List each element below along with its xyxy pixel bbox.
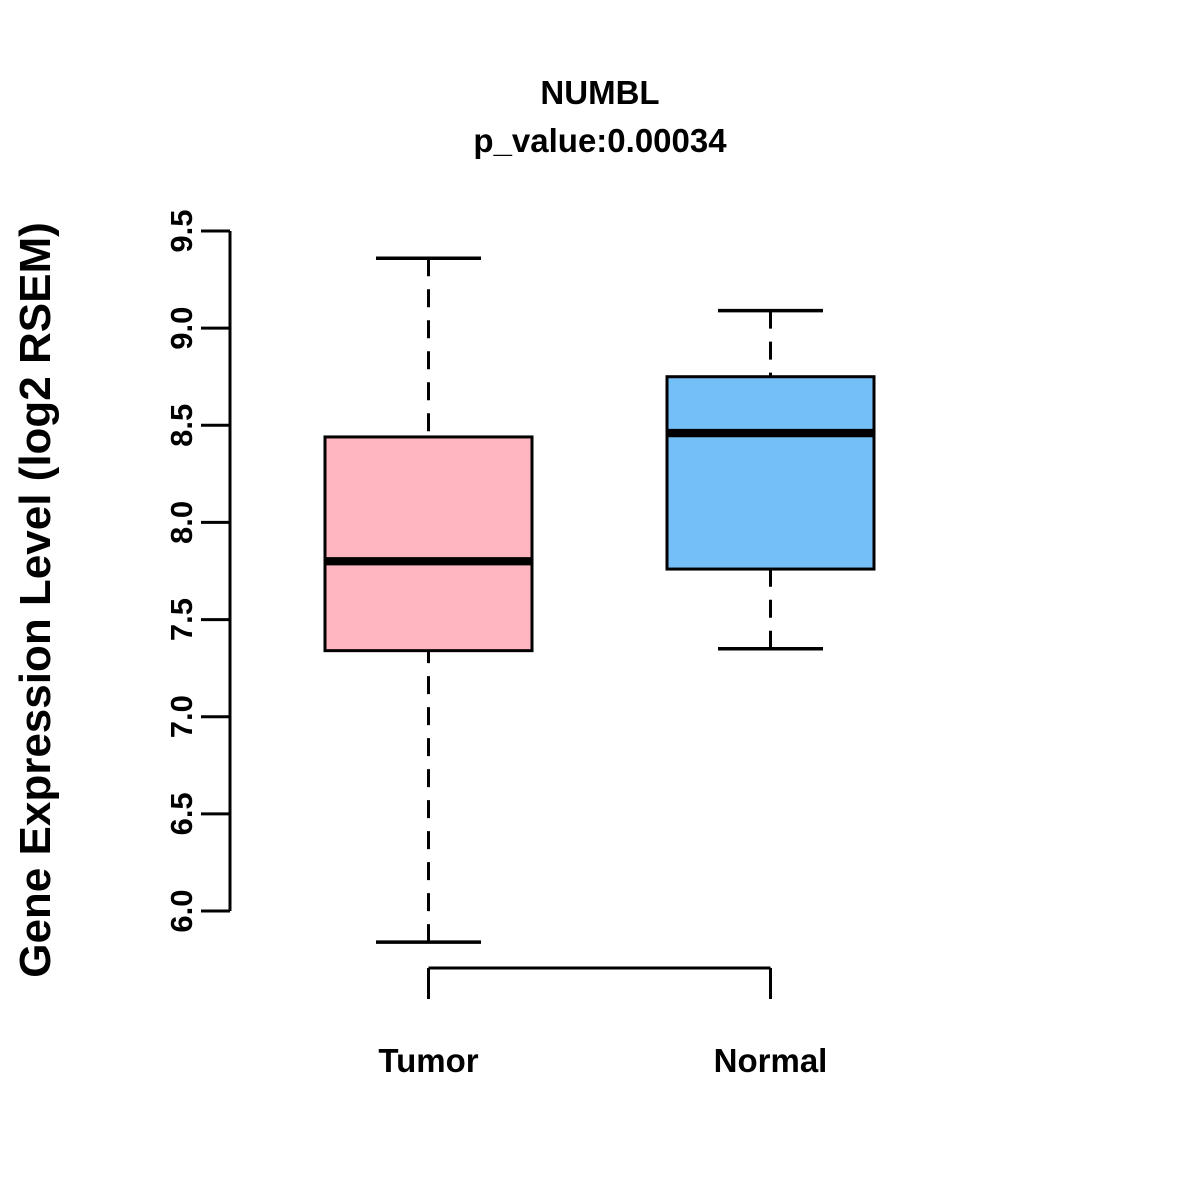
y-axis-tick-label: 9.5 (164, 209, 199, 252)
y-axis-tick-label: 6.5 (164, 792, 199, 835)
y-axis-tick-label: 8.0 (164, 501, 199, 544)
y-axis-tick-label: 8.5 (164, 404, 199, 447)
x-category-label-normal: Normal (714, 1042, 828, 1079)
y-axis-label: Gene Expression Level (log2 RSEM) (11, 222, 60, 978)
y-axis-tick-label: 9.0 (164, 307, 199, 350)
y-axis-tick-label: 6.0 (164, 889, 199, 932)
plot-area: 6.0 6.5 7.0 7.5 8.0 8.5 9.0 9.5 (164, 209, 876, 999)
chart-title: NUMBL (540, 74, 659, 111)
x-category-label-tumor: Tumor (378, 1042, 478, 1079)
box-normal (665, 375, 876, 571)
y-axis-tick-label: 7.5 (164, 598, 199, 641)
box-tumor (323, 435, 534, 653)
y-axis-tick-label: 7.0 (164, 695, 199, 738)
chart-subtitle: p_value:0.00034 (473, 122, 727, 159)
